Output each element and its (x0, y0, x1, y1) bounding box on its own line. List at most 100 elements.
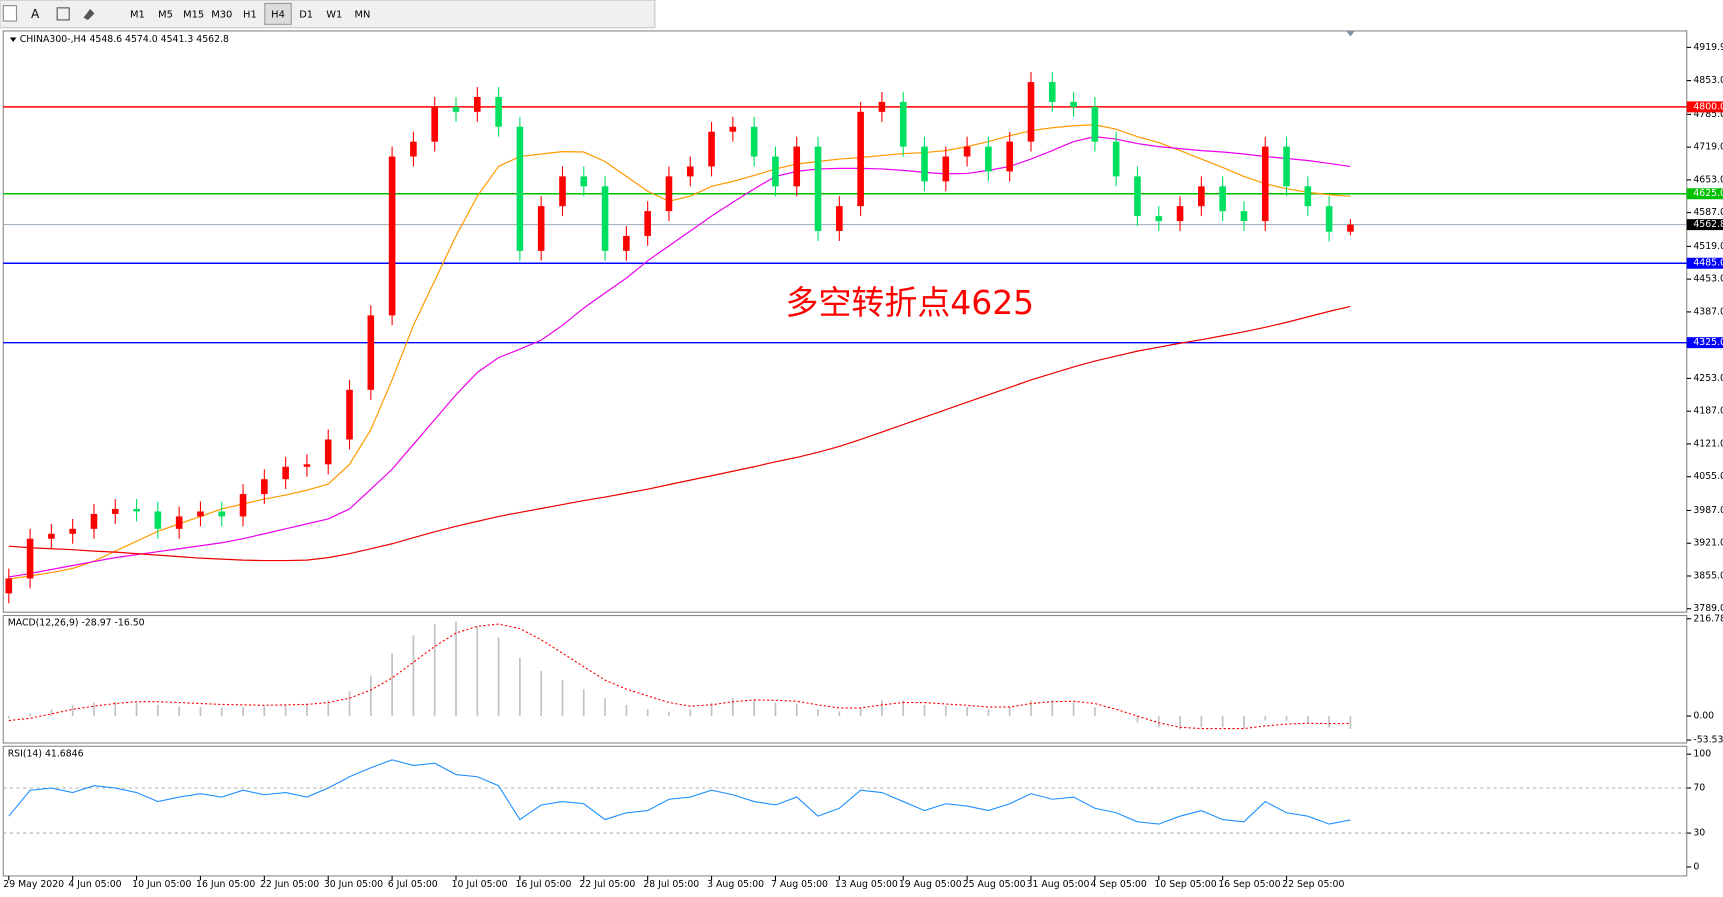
candle-body (133, 508, 140, 512)
macd-frame (2, 614, 1688, 744)
y-tick-label: 4055.0 (1693, 471, 1723, 482)
candle-body (218, 511, 226, 517)
y-tick-label: 4519.0 (1693, 241, 1723, 252)
y-tick-label: 4121.0 (1693, 438, 1723, 449)
tool-text[interactable] (56, 7, 70, 21)
candle-body (1240, 211, 1248, 222)
timeframe-button[interactable]: M1 (130, 9, 145, 20)
x-tick-label: 6 Jul 05:00 (388, 879, 438, 890)
x-tick-label: 16 Jun 05:00 (196, 879, 255, 890)
x-tick-label: 22 Jun 05:00 (260, 879, 319, 890)
moving-average (8, 124, 1351, 580)
x-tick-label: 22 Sep 05:00 (1282, 879, 1344, 890)
shift-marker (1346, 30, 1355, 37)
tool-arrow[interactable] (83, 8, 95, 20)
x-tick-label: 25 Aug 05:00 (963, 879, 1026, 890)
signal-line (8, 623, 1351, 730)
candle-body (750, 126, 758, 157)
y-tick-label: 4853.0 (1693, 75, 1723, 86)
timeframe-button[interactable]: D1 (299, 9, 313, 20)
x-tick-label: 28 Jul 05:00 (643, 879, 699, 890)
candle-body (111, 508, 119, 514)
candle-body (1283, 146, 1290, 187)
x-tick-label: 4 Sep 05:00 (1090, 879, 1146, 890)
last-price-label: 4562.8 (1693, 219, 1723, 230)
candle-body (431, 106, 439, 142)
candle-body (48, 533, 55, 539)
y-tick-label: 70 (1693, 783, 1705, 794)
candle-body (623, 235, 630, 251)
candle-body (942, 156, 950, 182)
candle-body (537, 206, 545, 251)
candle-body (1134, 176, 1141, 217)
x-tick-label: 10 Jun 05:00 (132, 879, 191, 890)
candle-body (303, 464, 311, 467)
candle-body (1304, 186, 1312, 207)
timeframe-button[interactable]: M5 (158, 9, 173, 20)
moving-average (8, 305, 1351, 562)
x-tick-label: 16 Jul 05:00 (515, 879, 571, 890)
y-tick-label: -53.53 (1693, 735, 1723, 746)
timeframe-button[interactable]: H4 (271, 9, 285, 20)
level-label: 4625.0 (1693, 188, 1723, 199)
candle-body (1176, 206, 1184, 222)
y-tick-label: 3921.0 (1693, 538, 1723, 549)
y-tick-label: 4719.0 (1693, 142, 1723, 153)
candle-body (324, 439, 332, 465)
candle-body (1261, 146, 1269, 222)
candle-body (1155, 216, 1163, 222)
candle-body (686, 166, 694, 177)
timeframe-button[interactable]: H1 (243, 9, 257, 20)
annotation: 多空转折点4625 (786, 283, 1035, 322)
candle-body (388, 156, 396, 316)
panel-title: MACD(12,26,9) -28.97 -16.50 (8, 618, 145, 629)
timeframe-button[interactable]: M30 (211, 9, 232, 20)
toolbar-bg (0, 0, 656, 29)
tool-label[interactable]: A (31, 7, 40, 21)
y-tick-label: 3987.0 (1693, 505, 1723, 516)
candle-body (5, 578, 13, 594)
y-tick-label: 216.78 (1693, 613, 1723, 624)
candle-body (814, 146, 822, 231)
x-tick-label: 10 Jul 05:00 (452, 879, 508, 890)
y-tick-label: 4387.0 (1693, 306, 1723, 317)
timeframe-pressed (264, 2, 292, 25)
candle-body (793, 146, 801, 187)
price-panel (2, 30, 1688, 613)
y-tick-label: 30 (1693, 828, 1705, 839)
candle-body (665, 176, 673, 212)
candle-body (282, 466, 289, 480)
timeframe-button[interactable]: W1 (326, 9, 342, 20)
candle-body (580, 176, 588, 187)
level-label: 4485.0 (1693, 258, 1723, 269)
candle-body (1198, 186, 1205, 207)
level-tag (1686, 188, 1723, 200)
y-tick-label: 3855.0 (1693, 570, 1723, 581)
candle-body (559, 176, 566, 207)
timeframe-button[interactable]: M15 (183, 9, 204, 20)
x-tick-label: 29 May 2020 (3, 879, 64, 890)
y-tick-label: 0.00 (1693, 711, 1714, 722)
y-tick-label: 4919.9 (1693, 42, 1723, 53)
candle-body (729, 126, 737, 132)
price-frame (2, 30, 1688, 613)
candle-body (1006, 141, 1013, 172)
candle-body (1070, 101, 1077, 107)
x-tick-label: 4 Jun 05:00 (68, 879, 121, 890)
candle-body (857, 111, 864, 207)
level-label: 4325.0 (1693, 337, 1723, 348)
candle-body (410, 141, 417, 157)
y-tick-label: 4187.0 (1693, 406, 1723, 417)
candle-body (1091, 106, 1099, 142)
candle-body (708, 131, 715, 167)
y-tick-label: 4785.0 (1693, 109, 1723, 120)
y-tick-label: 4653.0 (1693, 174, 1723, 185)
timeframe-button[interactable]: MN (354, 9, 370, 20)
candle-body (878, 101, 886, 112)
tool-cursor[interactable] (2, 5, 18, 22)
collapse-icon (9, 37, 17, 42)
candle-body (1347, 224, 1354, 232)
x-tick-label: 7 Aug 05:00 (771, 879, 828, 890)
level-tag (1686, 337, 1723, 349)
